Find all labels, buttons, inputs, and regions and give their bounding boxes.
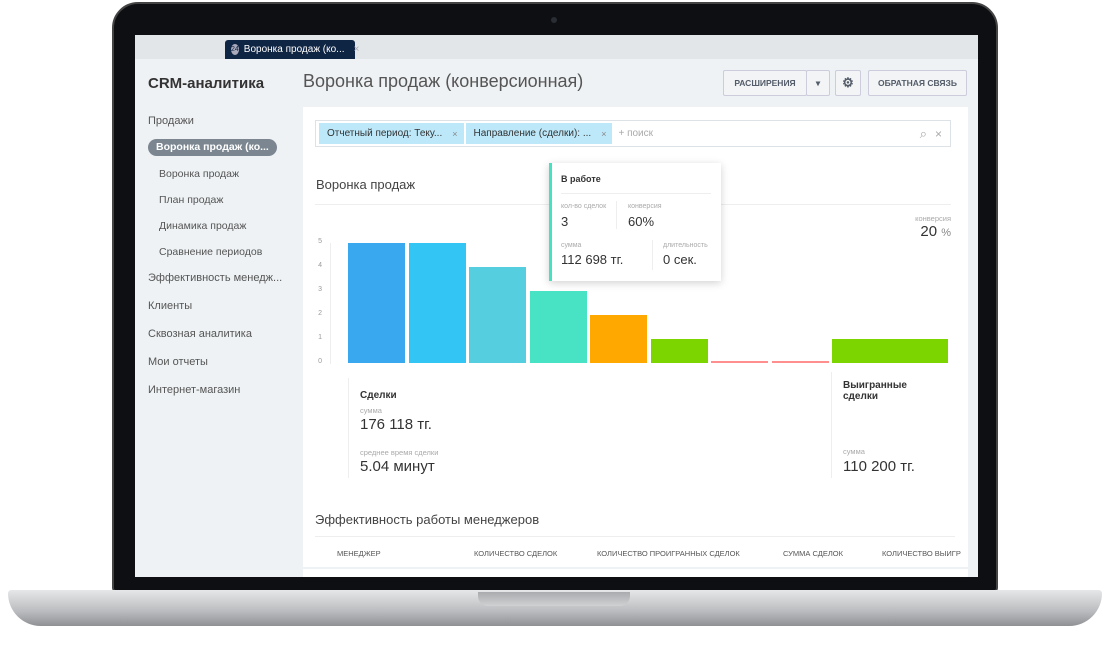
sum-value: 112 698 тг.: [561, 252, 624, 267]
y-tick-label: 5: [318, 238, 322, 245]
sidebar-item-dynamics[interactable]: Динамика продаж: [159, 220, 247, 232]
funnel-bar[interactable]: [348, 243, 405, 363]
funnel-bar[interactable]: [771, 361, 829, 363]
sum-label: сумма: [360, 406, 382, 415]
conversion-label: конверсия: [628, 203, 662, 210]
camera: [551, 17, 557, 23]
app-title: CRM-аналитика: [148, 75, 265, 92]
managers-table: МЕНЕДЖЕР КОЛИЧЕСТВО СДЕЛОК КОЛИЧЕСТВО ПР…: [337, 549, 965, 558]
chevron-down-icon[interactable]: ▾: [806, 70, 830, 96]
extensions-button[interactable]: РАСШИРЕНИЯ: [723, 70, 807, 96]
conversion-label: конверсия: [915, 214, 951, 223]
close-icon[interactable]: ×: [452, 128, 458, 139]
funnel-bar[interactable]: [408, 243, 466, 363]
filter-chip-period[interactable]: Отчетный период: Теку... ×: [319, 123, 464, 144]
funnel-title: Воронка продаж: [316, 177, 416, 192]
table-header-row: МЕНЕДЖЕР КОЛИЧЕСТВО СДЕЛОК КОЛИЧЕСТВО ПР…: [337, 549, 965, 558]
funnel-bar[interactable]: [469, 267, 526, 363]
y-tick-label: 1: [318, 334, 322, 341]
divider: [315, 536, 955, 537]
sidebar-item-funnel-conversion[interactable]: Воронка продаж (ко...: [148, 139, 277, 156]
sidebar-item-efficiency[interactable]: Эффективность менедж...: [148, 272, 283, 284]
avg-time: 5.04 минут: [360, 458, 435, 475]
funnel-chart: 0 1 2 3 4 5: [303, 107, 968, 407]
deals-count: 3: [561, 214, 569, 229]
y-tick-label: 2: [318, 310, 322, 317]
laptop-notch: [478, 592, 630, 606]
sidebar-item-sales[interactable]: Продажи: [148, 115, 194, 127]
funnel-bar[interactable]: [832, 339, 948, 363]
page-title: Воронка продаж (конверсионная): [303, 71, 584, 91]
sum-label: сумма: [561, 242, 582, 249]
y-tick-label: 3: [318, 286, 322, 293]
deals-title: Сделки: [360, 390, 397, 401]
divider: [652, 240, 653, 270]
won-sum: 110 200 тг.: [843, 458, 915, 475]
gear-icon[interactable]: ⚙: [835, 70, 861, 96]
divider: [348, 378, 349, 478]
funnel-bar[interactable]: [650, 339, 708, 363]
sidebar-item-clients[interactable]: Клиенты: [148, 300, 193, 312]
conversion-number: 20: [920, 223, 938, 240]
sidebar-item-shop[interactable]: Интернет-магазин: [148, 384, 241, 396]
won-deals-title: Выигранные сделки: [843, 380, 907, 402]
funnel-bar[interactable]: [590, 315, 647, 363]
divider: [831, 372, 832, 478]
conversion-unit: %: [941, 227, 951, 239]
tab-sales-funnel[interactable]: 24 Воронка продаж (ко... ×: [225, 40, 359, 59]
y-tick-label: 4: [318, 262, 322, 269]
y-axis: [330, 243, 331, 364]
duration-value: 0 сек.: [663, 252, 697, 267]
column-header[interactable]: МЕНЕДЖЕР: [337, 549, 381, 558]
divider: [303, 567, 968, 569]
conversion-value: 60%: [628, 214, 655, 229]
clear-icon[interactable]: ×: [934, 126, 942, 141]
column-header[interactable]: КОЛИЧЕСТВО ВЫИГР: [882, 549, 961, 558]
duration-label: длительность: [663, 242, 708, 249]
sidebar-item-compare[interactable]: Сравнение периодов: [159, 246, 263, 258]
funnel-bar[interactable]: [529, 291, 587, 363]
close-icon[interactable]: ×: [601, 128, 607, 139]
screen: 24 Воронка продаж (ко... × CRM-аналитика…: [135, 35, 978, 577]
chip-label: Направление (сделки): ...: [473, 128, 592, 139]
y-tick-label: 0: [318, 358, 322, 365]
divider: [561, 193, 711, 194]
close-icon[interactable]: ×: [353, 44, 360, 55]
column-header[interactable]: КОЛИЧЕСТВО ПРОИГРАННЫХ СДЕЛОК: [597, 549, 740, 558]
column-header[interactable]: КОЛИЧЕСТВО СДЕЛОК: [474, 549, 558, 558]
divider: [616, 201, 617, 229]
search-icon[interactable]: ⌕: [919, 125, 927, 141]
avg-time-label: среднее время сделки: [360, 448, 439, 457]
funnel-bar[interactable]: [711, 361, 768, 363]
tab-label: Воронка продаж (ко...: [243, 44, 345, 55]
filter-chip-direction[interactable]: Направление (сделки): ... ×: [465, 123, 613, 144]
column-header[interactable]: СУММА СДЕЛОК: [783, 549, 843, 558]
tooltip-title: В работе: [561, 174, 601, 184]
filter-bar[interactable]: Отчетный период: Теку... × Направление (с…: [315, 120, 951, 147]
notification-badge: 24: [231, 44, 239, 55]
sidebar-item-reports[interactable]: Мои отчеты: [148, 356, 208, 368]
conversion-value: 20 %: [920, 223, 951, 240]
deals-sum: 176 118 тг.: [360, 416, 432, 433]
sidebar-item-funnel[interactable]: Воронка продаж: [159, 168, 240, 180]
deals-count-label: кол-во сделок: [561, 203, 607, 210]
search-input[interactable]: + поиск: [618, 128, 654, 139]
stage-tooltip: В работе кол-во сделок 3 конверсия 60% с…: [549, 163, 721, 281]
feedback-button[interactable]: ОБРАТНАЯ СВЯЗЬ: [868, 70, 967, 96]
won-sum-label: сумма: [843, 447, 865, 456]
managers-title: Эффективность работы менеджеров: [315, 512, 540, 527]
sidebar-item-plan[interactable]: План продаж: [159, 194, 224, 206]
sidebar-item-analytics[interactable]: Сквозная аналитика: [148, 328, 252, 340]
chip-label: Отчетный период: Теку...: [327, 128, 443, 139]
